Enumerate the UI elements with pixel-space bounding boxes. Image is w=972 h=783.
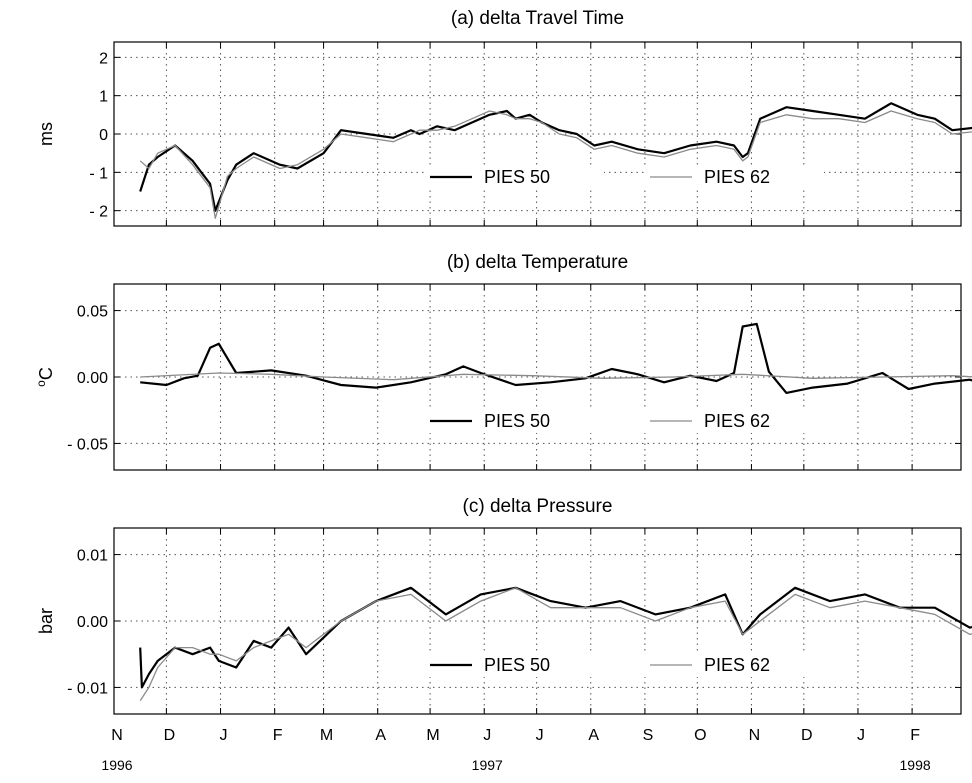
x-tick-label: D <box>801 727 813 744</box>
panel-2: (b) delta Temperature 0.05 0.00 - 0.05 oC PIE… <box>34 252 972 471</box>
x-tick-label: M <box>426 727 439 744</box>
y-tick-label: 1 <box>99 89 108 106</box>
y-axis-label: oC <box>34 367 56 387</box>
x-tick-label: O <box>694 727 706 744</box>
panel-1: (a) delta Travel Time 2 1 0 - 1 - 2 ms PIES 50 P… <box>36 8 972 227</box>
x-tick-label: D <box>164 727 176 744</box>
y-axis-label: ms <box>36 122 56 146</box>
x-year-label: 1996 <box>101 757 132 773</box>
x-tick-label: J <box>483 727 491 744</box>
y-tick-label: - 2 <box>89 204 108 221</box>
series-line-pies-62 <box>140 372 972 381</box>
y-tick-label: - 0.05 <box>67 436 108 453</box>
x-tick-label: F <box>273 727 283 744</box>
x-tick-label: J <box>536 727 544 744</box>
y-tick-label: - 1 <box>89 165 108 182</box>
y-tick-label: 0.00 <box>77 370 108 387</box>
x-tick-label: N <box>111 727 123 744</box>
series-line-pies-50 <box>139 102 972 212</box>
legend-label: PIES 62 <box>704 167 770 187</box>
x-tick-label: A <box>375 727 386 744</box>
series-line-pies-62 <box>139 587 972 702</box>
x-tick-label: S <box>643 727 654 744</box>
series-line-pies-50 <box>140 322 972 394</box>
panel-title: (a) delta Travel Time <box>451 8 624 29</box>
y-axis-label: bar <box>36 608 56 634</box>
x-tick-label: M <box>320 727 333 744</box>
legend-label: PIES 50 <box>484 167 550 187</box>
series-line-pies-50 <box>139 586 972 689</box>
y-tick-label: - 0.01 <box>67 680 108 697</box>
x-year-label: 1998 <box>900 757 931 773</box>
legend-label: PIES 50 <box>484 655 550 675</box>
x-tick-label: J <box>220 727 228 744</box>
legend-label: PIES 62 <box>704 655 770 675</box>
y-tick-label: 2 <box>99 50 108 67</box>
y-tick-label: 0.00 <box>77 614 108 631</box>
panel-3: (c) delta Pressure 0.01 0.00 - 0.01 bar PIES … <box>36 496 972 715</box>
legend-label: PIES 62 <box>704 411 770 431</box>
x-tick-label: N <box>749 727 761 744</box>
x-tick-label: F <box>910 727 920 744</box>
y-tick-label: 0.05 <box>77 304 108 321</box>
x-tick-label: J <box>857 727 865 744</box>
x-year-label: 1997 <box>472 757 503 773</box>
series-line-pies-62 <box>139 110 972 219</box>
legend-label: PIES 50 <box>484 411 550 431</box>
panel-title: (b) delta Temperature <box>447 252 628 273</box>
y-tick-label: 0 <box>99 127 108 144</box>
panel-title: (c) delta Pressure <box>463 496 613 517</box>
y-tick-label: 0.01 <box>77 548 108 565</box>
x-tick-label: A <box>588 727 599 744</box>
